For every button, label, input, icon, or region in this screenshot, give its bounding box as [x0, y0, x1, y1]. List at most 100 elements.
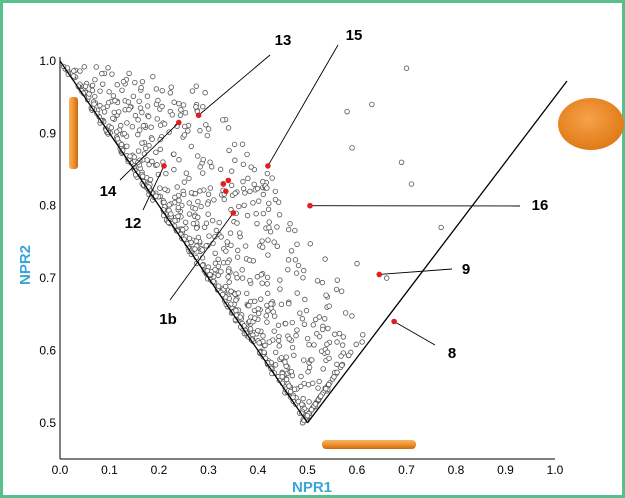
- x-tick-label: 0.2: [151, 463, 168, 477]
- y-tick-label: 1.0: [39, 54, 56, 68]
- data-point: [300, 395, 306, 402]
- data-point: [135, 117, 141, 123]
- callout-line: [169, 212, 234, 301]
- data-point: [314, 278, 321, 284]
- data-point: [177, 112, 184, 118]
- data-point: [277, 286, 283, 292]
- data-point: [304, 412, 311, 419]
- data-point: [232, 157, 238, 163]
- data-point: [398, 159, 405, 166]
- data-point: [239, 141, 246, 147]
- data-point: [232, 190, 238, 196]
- data-point: [144, 157, 150, 163]
- data-point: [316, 333, 323, 340]
- data-point: [207, 271, 213, 278]
- data-point: [227, 230, 234, 236]
- data-point: [194, 225, 200, 231]
- data-point: [207, 159, 213, 165]
- data-point: [218, 269, 224, 275]
- data-point: [132, 112, 139, 119]
- data-point: [252, 315, 258, 321]
- data-point: [144, 103, 151, 109]
- data-point: [339, 362, 345, 368]
- data-point: [246, 303, 252, 309]
- data-point: [326, 303, 332, 309]
- data-point: [235, 247, 241, 254]
- data-point: [282, 359, 288, 365]
- callout-line: [379, 268, 453, 275]
- data-point: [231, 141, 238, 148]
- data-point: [139, 78, 146, 85]
- data-point: [169, 112, 176, 118]
- data-point: [124, 143, 130, 150]
- callout-label: 12: [125, 215, 142, 232]
- data-point: [171, 151, 177, 157]
- data-point: [209, 164, 215, 170]
- data-point: [180, 227, 186, 233]
- data-point: [237, 314, 244, 320]
- data-point: [92, 93, 98, 100]
- data-point: [159, 87, 165, 94]
- data-point: [338, 288, 345, 294]
- data-point: [114, 136, 121, 142]
- triangle-left-edge: [59, 60, 309, 424]
- data-point: [272, 188, 279, 195]
- data-point: [204, 268, 211, 274]
- points-layer: [60, 63, 444, 426]
- x-tick-label: 0.3: [200, 463, 217, 477]
- data-point: [212, 233, 218, 240]
- data-point: [185, 128, 191, 134]
- triangle-layer: [59, 60, 568, 424]
- data-point: [340, 334, 347, 340]
- data-point: [163, 170, 169, 177]
- data-point: [108, 125, 115, 131]
- data-point: [110, 115, 116, 121]
- data-point: [325, 325, 331, 332]
- data-point: [222, 283, 229, 290]
- data-point: [109, 71, 115, 77]
- data-point: [228, 242, 234, 249]
- data-point: [202, 90, 208, 96]
- data-point: [113, 129, 120, 135]
- data-point: [244, 151, 250, 158]
- data-point: [269, 175, 275, 181]
- data-point: [326, 355, 332, 362]
- data-point: [91, 101, 97, 107]
- data-point: [408, 181, 415, 187]
- data-point: [294, 327, 300, 333]
- callout-label: 8: [448, 345, 456, 362]
- data-point: [212, 266, 218, 273]
- data-point: [344, 108, 350, 115]
- data-point: [97, 88, 103, 94]
- data-point: [241, 202, 247, 208]
- data-point: [240, 178, 246, 185]
- data-point: [266, 200, 272, 207]
- data-point: [81, 64, 88, 70]
- data-point: [266, 219, 272, 225]
- data-point: [161, 199, 167, 206]
- data-point: [260, 210, 267, 217]
- data-point: [271, 313, 278, 319]
- data-point: [183, 170, 190, 176]
- data-point: [266, 224, 272, 231]
- data-point: [182, 110, 189, 116]
- y-axis-label: NPR2: [17, 245, 34, 285]
- data-point: [247, 188, 253, 195]
- data-point: [126, 106, 132, 113]
- data-point: [253, 211, 259, 217]
- data-point: [157, 185, 163, 191]
- data-point: [140, 123, 147, 129]
- data-point: [247, 277, 253, 284]
- data-point: [215, 272, 221, 278]
- data-point: [293, 332, 299, 339]
- data-point: [349, 313, 355, 319]
- data-point: [228, 182, 235, 189]
- data-point: [116, 109, 122, 115]
- y-tick-label: 0.7: [39, 271, 56, 285]
- data-point: [302, 296, 308, 303]
- data-point: [260, 179, 266, 185]
- data-point: [264, 185, 270, 191]
- highlight-point: [265, 163, 271, 169]
- data-point: [228, 288, 234, 294]
- data-point: [288, 248, 295, 254]
